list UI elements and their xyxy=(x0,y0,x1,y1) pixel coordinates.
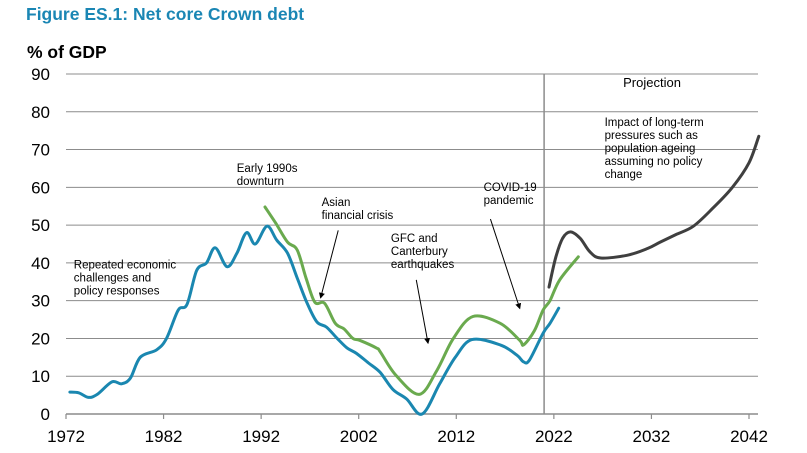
y-tick-label: 90 xyxy=(31,65,50,84)
x-tick-label: 2032 xyxy=(633,427,671,446)
axes: 0 10 20 30 40 50 60 70 80 90 1972 1982 1992 2002 2012 2… xyxy=(31,65,768,446)
x-tick-label: 1972 xyxy=(47,427,85,446)
annotation-text: pressures such as xyxy=(605,130,699,142)
x-tick-label: 2022 xyxy=(535,427,573,446)
annotation-text: COVID-19 xyxy=(484,182,537,194)
annotation-text: GFC and xyxy=(391,233,438,245)
y-tick-label: 60 xyxy=(31,178,50,197)
y-tick-label: 20 xyxy=(31,329,50,348)
series-line-projection xyxy=(547,134,761,289)
annotation-text: pandemic xyxy=(484,195,534,207)
annotation-arrow xyxy=(489,218,522,310)
gridlines xyxy=(66,73,758,377)
y-tick-label: 50 xyxy=(31,216,50,235)
y-tick-label: 70 xyxy=(31,141,50,160)
annotation-arrow xyxy=(415,279,431,345)
annotation-text: Canterbury xyxy=(391,246,448,258)
y-tick-label: 30 xyxy=(31,292,50,311)
annotation-text: population ageing xyxy=(605,143,696,155)
figure-title: Figure ES.1: Net core Crown debt xyxy=(26,4,305,24)
y-tick-label: 10 xyxy=(31,367,50,386)
annotation-text: policy responses xyxy=(74,286,160,298)
annotation-text: Impact of long-term xyxy=(605,117,704,129)
projection-label: Projection xyxy=(623,75,681,90)
annotation-text: challenges and xyxy=(74,273,151,285)
x-tick-label: 2042 xyxy=(730,427,768,446)
y-tick-label: 40 xyxy=(31,254,50,273)
x-tick-label: 2012 xyxy=(437,427,475,446)
annotation-text: Asian xyxy=(322,197,351,209)
series-line-historical xyxy=(68,224,561,416)
annotation-text: change xyxy=(605,169,643,181)
x-tick-label: 1992 xyxy=(242,427,280,446)
annotation-text: assuming no policy xyxy=(605,156,703,168)
annotation-arrow xyxy=(318,230,339,299)
annotation-text: downturn xyxy=(237,176,284,188)
annotation-text: Early 1990s xyxy=(237,163,298,175)
x-tick-label: 1982 xyxy=(145,427,183,446)
annotation-text: earthquakes xyxy=(391,259,455,271)
series-line-revised xyxy=(263,205,580,396)
y-tick-label: 0 xyxy=(41,405,50,424)
y-axis-label: % of GDP xyxy=(27,42,107,62)
series-group xyxy=(68,134,761,416)
y-tick-label: 80 xyxy=(31,103,50,122)
annotation-text: Repeated economic xyxy=(74,260,177,272)
annotation-text: financial crisis xyxy=(322,210,394,222)
x-tick-label: 2002 xyxy=(340,427,378,446)
